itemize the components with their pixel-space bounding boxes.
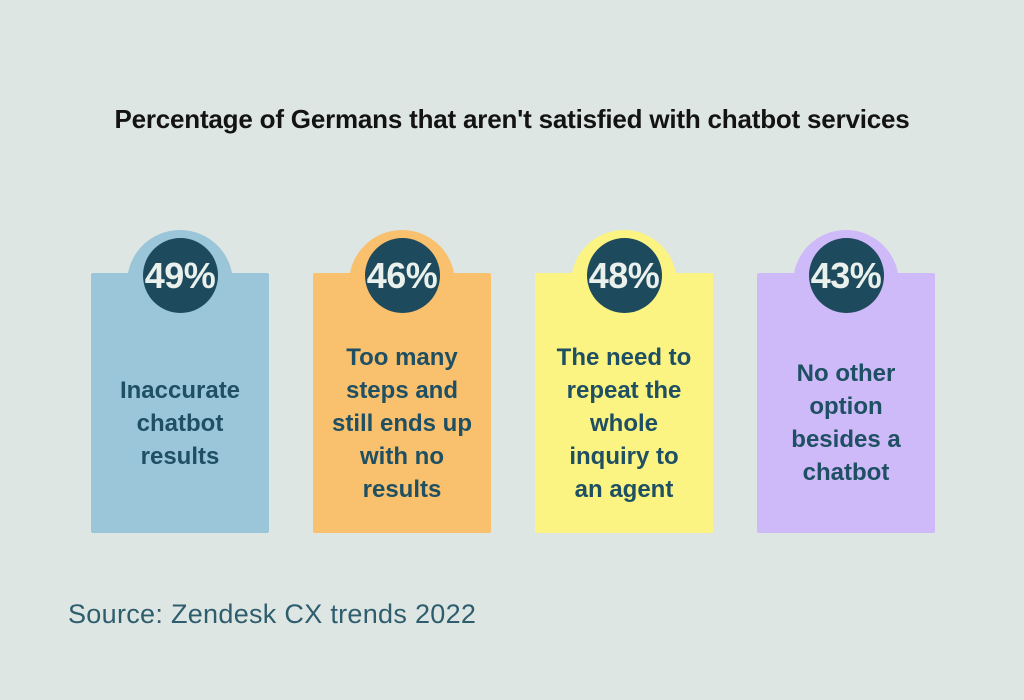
percentage-value: 49%: [144, 254, 216, 296]
percentage-value: 43%: [810, 254, 882, 296]
chart-title: Percentage of Germans that aren't satisf…: [114, 104, 910, 134]
stat-card: 46% Too many steps and still ends up wit…: [313, 230, 491, 533]
card-body: [313, 273, 491, 533]
percentage-badge: 46%: [364, 238, 440, 313]
card-body: [91, 273, 269, 533]
percentage-badge: 43%: [808, 238, 884, 313]
card-label: Inaccurate chatbot results: [119, 376, 241, 470]
source-caption: Source: Zendesk CX trends 2022: [68, 599, 477, 629]
card-label: No other option besides a chatbot: [791, 360, 901, 486]
percentage-badge: 48%: [586, 238, 662, 313]
card-body: [757, 273, 935, 533]
card-body: [535, 273, 713, 533]
stat-card: 49% Inaccurate chatbot results: [91, 230, 269, 533]
percentage-badge: 49%: [142, 238, 218, 313]
stat-card: 48% The need to repeat the whole inquiry…: [535, 230, 713, 533]
stat-card: 43% No other option besides a chatbot: [757, 230, 935, 533]
card-label: Too many steps and still ends up with no…: [331, 343, 472, 503]
percentage-value: 46%: [366, 254, 438, 296]
card-label: The need to repeat the whole inquiry to …: [556, 343, 692, 503]
percentage-value: 48%: [588, 254, 660, 296]
